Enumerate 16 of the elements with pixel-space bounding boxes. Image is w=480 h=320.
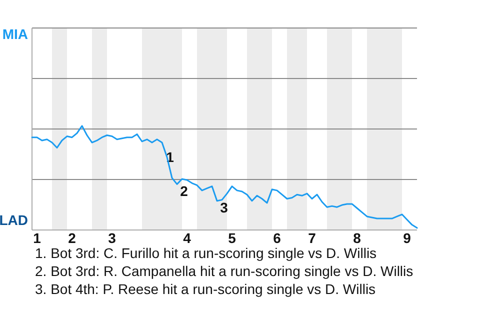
annotation: 3 [220, 200, 228, 216]
text: LAD [0, 212, 28, 228]
x-tick-label: 8 [353, 230, 362, 246]
text: 1. Bot 3rd: C. Furillo hit a run-scoring single vs D. Willis [35, 245, 377, 261]
x-tick-label: 2 [68, 230, 76, 246]
x-tick-label: 5 [228, 230, 236, 246]
x-tick-label: 9 [403, 230, 412, 246]
x-tick-label: 4 [183, 230, 192, 246]
x-tick-label: 7 [308, 230, 316, 246]
x-tick-label: 1 [33, 230, 42, 246]
x-tick-label: 3 [108, 230, 116, 246]
text: MIA [2, 26, 28, 42]
annotation: 2 [180, 183, 188, 200]
text: 2. Bot 3rd: R. Campanella hit a run-scoring single vs D. Willis [35, 263, 414, 279]
text: 3. Bot 4th: P. Reese hit a run-scoring single vs D. Willis [35, 281, 376, 297]
x-tick-label: 6 [273, 230, 282, 246]
